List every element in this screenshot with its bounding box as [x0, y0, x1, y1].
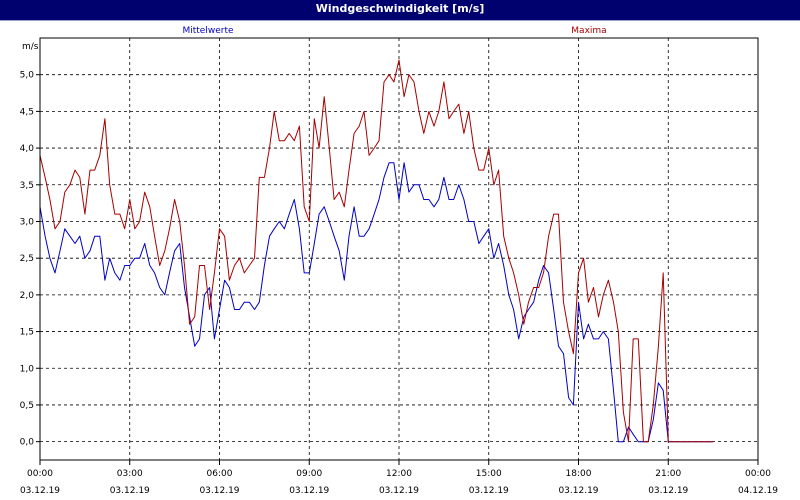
- x-tick-date: 03.12.19: [558, 486, 598, 496]
- y-tick-label: 2,5: [20, 254, 34, 264]
- x-tick-date: 03.12.19: [20, 486, 60, 496]
- x-tick-date: 03.12.19: [469, 486, 509, 496]
- x-tick-date: 03.12.19: [379, 486, 419, 496]
- x-tick-time: 00:00: [745, 469, 771, 479]
- series-line-mittelwerte: [39, 162, 714, 443]
- x-tick-date: 03.12.19: [199, 486, 239, 496]
- x-tick-time: 09:00: [296, 469, 322, 479]
- chart-title: Windgeschwindigkeit [m/s]: [0, 0, 800, 21]
- x-tick-time: 12:00: [386, 469, 412, 479]
- y-tick-label: 1,0: [20, 364, 35, 374]
- y-tick-label: 0,0: [20, 438, 35, 448]
- y-tick-label: 4,5: [20, 107, 34, 117]
- y-tick-label: 3,5: [20, 181, 34, 191]
- legend-maxima: Maxima: [571, 26, 606, 36]
- y-tick-label: 1,5: [20, 328, 34, 338]
- x-tick-time: 15:00: [476, 469, 502, 479]
- y-tick-label: 4,0: [20, 144, 35, 154]
- y-axis-label: m/s: [22, 42, 39, 52]
- y-tick-label: 2,0: [20, 291, 35, 301]
- y-tick-label: 5,0: [20, 71, 35, 81]
- series-line-maxima: [39, 59, 714, 443]
- y-tick-label: 3,0: [20, 217, 35, 227]
- x-tick-time: 21:00: [655, 469, 681, 479]
- x-tick-time: 18:00: [566, 469, 592, 479]
- x-tick-date: 04.12.19: [738, 486, 778, 496]
- x-tick-date: 03.12.19: [648, 486, 688, 496]
- plot-frame: [39, 37, 759, 461]
- x-tick-time: 06:00: [207, 469, 233, 479]
- legend-mittelwerte: Mittelwerte: [182, 26, 233, 36]
- y-tick-label: 0,5: [20, 401, 34, 411]
- grid-lines: [40, 38, 758, 460]
- series-lines: [39, 59, 714, 443]
- x-tick-time: 03:00: [117, 469, 143, 479]
- x-tick-date: 03.12.19: [110, 486, 150, 496]
- x-tick-time: 00:00: [27, 469, 53, 479]
- y-axis-ticks: 0,0 0,5 1,0 1,5 2,0 2,5 3,0 3,5 4,0 4,5 5,0: [20, 71, 40, 448]
- x-tick-date: 03.12.19: [289, 486, 329, 496]
- x-axis-ticks: 00:00 03.12.19 03:00 03.12.19 06:00 03.12.19 0…: [20, 460, 778, 496]
